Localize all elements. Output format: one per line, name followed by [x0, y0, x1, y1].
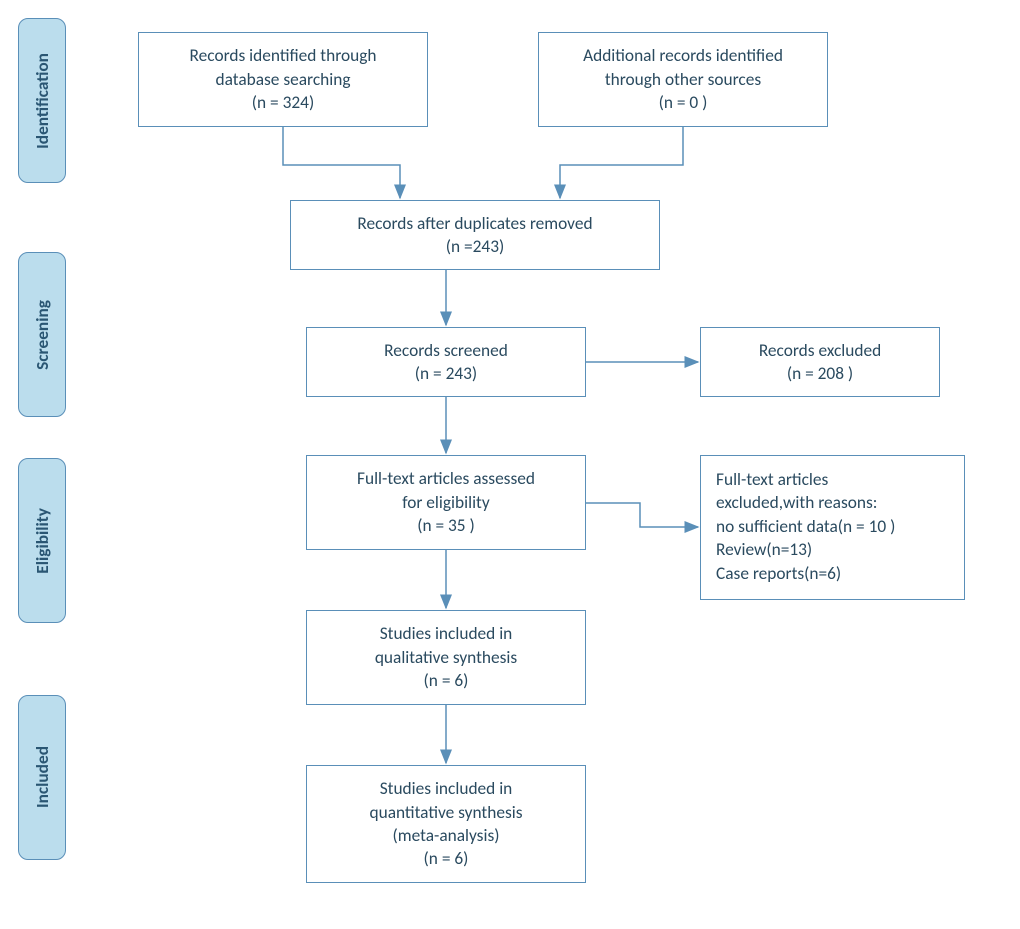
- node-quant-l4: (n = 6): [369, 847, 522, 870]
- stage-screening: Screening: [18, 252, 66, 417]
- stage-eligibility-label: Eligibility: [31, 508, 53, 574]
- node-fulltext-l1: Full-text articles assessed: [357, 467, 535, 490]
- stage-screening-label: Screening: [31, 300, 53, 370]
- node-excluded-l1: Records excluded: [759, 339, 881, 362]
- node-other-l1: Additional records identified: [583, 44, 783, 67]
- node-qual-l2: qualitative synthesis: [375, 646, 517, 669]
- stage-included-label: Included: [31, 746, 53, 808]
- node-qualitative: Studies included in qualitative synthesi…: [306, 610, 586, 705]
- node-excluded: Records excluded (n = 208 ): [700, 327, 940, 397]
- node-db-search-l2: database searching: [190, 68, 377, 91]
- node-qual-l1: Studies included in: [375, 622, 517, 645]
- node-other-l2: through other sources: [583, 68, 783, 91]
- node-screened-l1: Records screened: [384, 339, 508, 362]
- node-dupes-l2: (n =243): [357, 235, 592, 258]
- node-screened: Records screened (n = 243): [306, 327, 586, 397]
- node-quantitative: Studies included in quantitative synthes…: [306, 765, 586, 883]
- node-fulltext: Full-text articles assessed for eligibil…: [306, 455, 586, 550]
- node-quant-l2: quantitative synthesis: [369, 801, 522, 824]
- stage-included: Included: [18, 695, 66, 860]
- node-quant-l1: Studies included in: [369, 777, 522, 800]
- node-db-search: Records identified through database sear…: [138, 32, 428, 127]
- node-fulltext-l2: for eligibility: [357, 491, 535, 514]
- node-quant-l3: (meta-analysis): [369, 824, 522, 847]
- node-ftex-l5: Case reports(n=6): [716, 562, 895, 585]
- node-fulltext-excluded: Full-text articles excluded,with reasons…: [700, 455, 965, 600]
- node-other-sources: Additional records identified through ot…: [538, 32, 828, 127]
- node-ftex-l4: Review(n=13): [716, 538, 895, 561]
- node-db-search-l3: (n = 324): [190, 91, 377, 114]
- node-qual-l3: (n = 6): [375, 669, 517, 692]
- node-ftex-l1: Full-text articles: [716, 468, 895, 491]
- node-excluded-l2: (n = 208 ): [759, 362, 881, 385]
- node-ftex-l3: no sufficient data(n = 10 ): [716, 515, 895, 538]
- stage-identification-label: Identification: [31, 53, 53, 149]
- node-screened-l2: (n = 243): [384, 362, 508, 385]
- stage-eligibility: Eligibility: [18, 458, 66, 623]
- node-fulltext-l3: (n = 35 ): [357, 514, 535, 537]
- node-db-search-l1: Records identified through: [190, 44, 377, 67]
- stage-identification: Identification: [18, 18, 66, 183]
- node-ftex-l2: excluded,with reasons:: [716, 491, 895, 514]
- node-after-dupes: Records after duplicates removed (n =243…: [290, 200, 660, 270]
- node-other-l3: (n = 0 ): [583, 91, 783, 114]
- node-dupes-l1: Records after duplicates removed: [357, 212, 592, 235]
